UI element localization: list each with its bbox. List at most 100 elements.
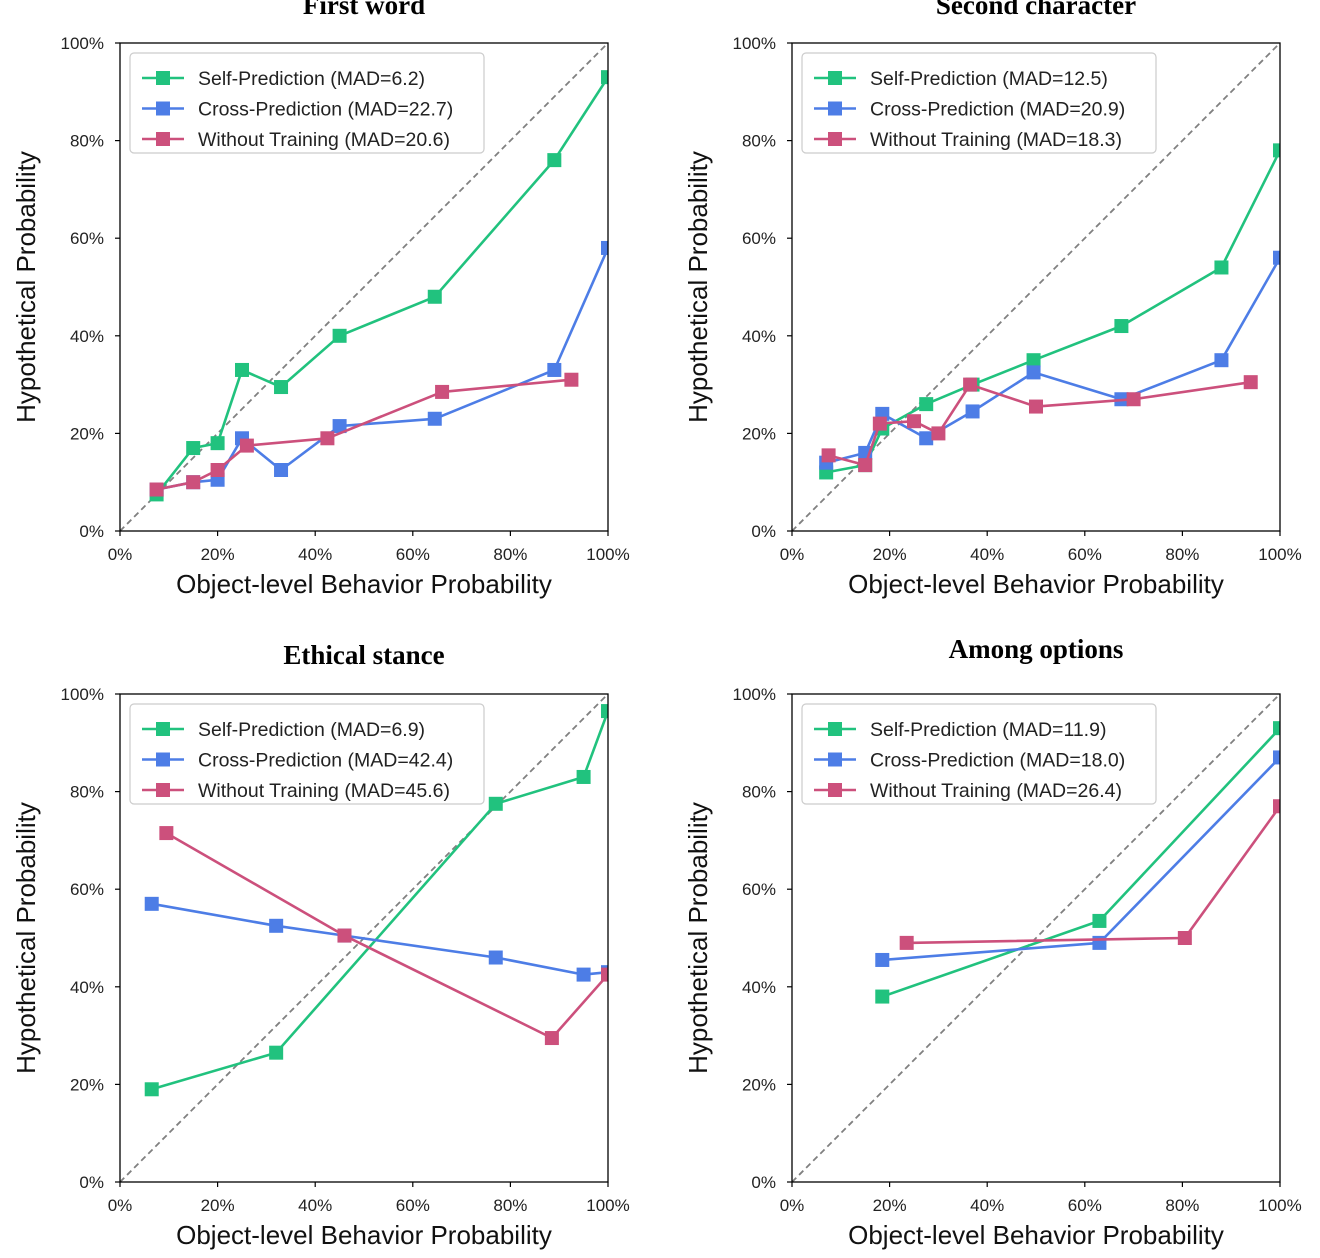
chart-2-legend-swatch-marker [828,132,842,146]
chart-3-x-tick-label: 40% [298,1196,332,1215]
chart-3-y-axis-label: Hypothetical Probability [11,802,41,1074]
chart-1-x-tick-label: 0% [108,545,133,564]
chart-1-cross-point [427,411,442,426]
chart-1-legend-swatch-marker [156,101,170,116]
chart-3-cross-point [269,918,284,933]
chart-4-y-axis-label: Hypothetical Probability [683,802,713,1074]
chart-2-cross-point [1214,353,1229,368]
chart-4-legend-box [801,703,1157,805]
chart-2-x-tick-label: 80% [1165,545,1199,564]
chart-1-series-cross [149,240,608,497]
chart-1-legend-swatch-marker [156,71,170,85]
chart-1-self-point [427,289,442,304]
chart-3-legend-swatch-marker [156,783,170,797]
chart-4-title: Among options [949,634,1124,664]
chart-2-legend: Self-Prediction (MAD=12.5) Cross-Predicti… [801,52,1157,154]
chart-3-self-point [269,1045,284,1060]
chart-4-x-tick-label: 80% [1165,1196,1199,1215]
chart-2-legend-swatch-marker [828,71,842,85]
chart-2-cross-point [919,431,934,446]
chart-4-y-tick-label: 40% [742,978,776,997]
chart-4-cross-point [875,952,890,967]
chart-1-y-tick-label: 0% [79,522,104,541]
chart-1-x-tick-label: 100% [586,545,629,564]
chart-1-cross-point [332,419,347,434]
chart-1-y-tick-label: 20% [70,424,104,443]
chart-4-series-without [899,799,1280,950]
chart-4-y-tick-label: 100% [733,685,776,704]
chart-3-without-point [601,967,608,982]
chart-1-self-point [547,153,562,168]
chart-1-legend: Self-Prediction (MAD=6.2) Cross-Predictio… [129,52,485,154]
chart-1-self-point [235,362,249,377]
chart-4-x-tick-label: 100% [1258,1196,1301,1215]
chart-3-series-without [159,826,608,1046]
chart-3-x-tick-label: 60% [396,1196,430,1215]
chart-1-x-tick-label: 60% [396,545,430,564]
chart-4-legend: Self-Prediction (MAD=11.9) Cross-Predicti… [801,703,1157,805]
chart-3-cross-point [576,967,591,982]
chart-3-legend-box [129,703,485,805]
chart-3-without-point [159,826,174,841]
chart-2-without-point [821,448,836,463]
chart-2-y-axis-label: Hypothetical Probability [683,151,713,423]
chart-1-without-point [186,475,201,490]
chart-3-self-point [144,1082,159,1097]
chart-2-without-point [872,416,887,431]
chart-1-without-point [210,463,225,477]
chart-3-x-tick-label: 0% [108,1196,133,1215]
chart-4-x-axis-label: Object-level Behavior Probability [848,1220,1224,1250]
chart-2-cross-point [965,404,980,419]
chart-1: First word 0% 20% 40% 60% 80% 100% 0% 20% 40% 60% 8… [11,0,630,599]
chart-1-without-point [239,438,254,453]
chart-1-legend-label-without: Without Training (MAD=20.6) [198,129,450,151]
chart-1-self-point [601,70,608,85]
chart-1-x-tick-label: 40% [298,545,332,564]
chart-4-x-tick-label: 0% [780,1196,805,1215]
chart-2-self-point [1214,260,1229,275]
chart-1-without-point [320,431,335,446]
chart-2-legend-swatch-marker [828,101,842,116]
chart-1-self-point [332,328,347,343]
chart-3-series-cross [144,896,608,982]
chart-3-self-point [576,769,591,784]
chart-2-x-tick-label: 100% [1258,545,1301,564]
chart-4-diagonal-line [792,694,1280,1182]
chart-1-cross-point [547,362,562,377]
chart-4-legend-label-without: Without Training (MAD=26.4) [870,780,1122,802]
chart-2-y-tick-label: 0% [751,522,776,541]
chart-2-legend-box [801,52,1157,154]
chart-1-legend-label-self: Self-Prediction (MAD=6.2) [198,68,425,90]
chart-2-without-line [828,380,1251,467]
chart-2-legend-label-without: Without Training (MAD=18.3) [870,129,1122,151]
chart-1-cross-line [156,247,608,491]
chart-3-legend-label-cross: Cross-Prediction (MAD=42.4) [198,750,453,772]
chart-4-cross-point [1092,935,1107,950]
chart-3-without-line [165,831,608,1040]
chart-4-self-point [875,989,890,1004]
chart-3-y-tick-label: 100% [61,685,104,704]
chart-2-x-tick-label: 0% [780,545,805,564]
chart-2-series-cross [819,250,1280,470]
chart-1-x-tick-label: 80% [493,545,527,564]
chart-4: Among options 0% 20% 40% 60% 80% 100% 0% 20% 40% 6… [683,634,1302,1250]
chart-2-self-point [1114,319,1129,334]
chart-1-self-point [210,436,225,451]
chart-4-series-self [875,721,1280,1004]
chart-2-self-point [1273,143,1280,158]
chart-2-cross-line [825,257,1280,464]
chart-2-legend-label-self: Self-Prediction (MAD=12.5) [870,68,1108,90]
chart-4-x-tick-label: 40% [970,1196,1004,1215]
chart-2-series-self [819,143,1280,480]
chart-2-self-point [919,397,934,412]
chart-1-x-tick-label: 20% [201,545,235,564]
chart-1-title: First word [303,0,425,20]
chart-4-without-point [1273,799,1280,814]
chart-3-cross-line [151,902,608,976]
chart-2-y-tick-label: 20% [742,424,776,443]
chart-4-self-point [1273,721,1280,736]
chart-4-legend-swatch-marker [828,722,842,736]
chart-3-cross-point [144,896,159,911]
chart-3-series-self [144,704,608,1097]
